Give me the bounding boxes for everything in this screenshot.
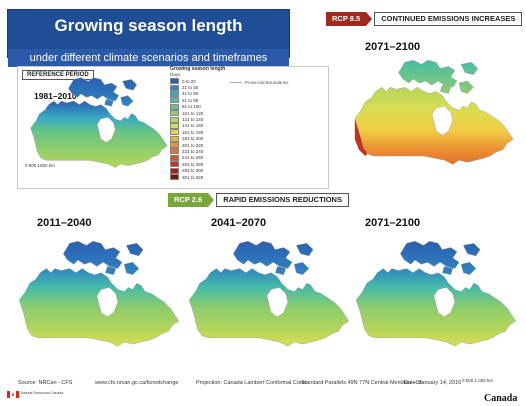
reference-period-title: 1981–2010	[34, 91, 77, 101]
legend-class-label: 301 to 320	[182, 174, 204, 180]
legend-swatch	[170, 174, 179, 181]
parallels-text: Standard Parallels 49N 77N Central Merid…	[301, 380, 423, 386]
legend-class-label: 0 to 20	[182, 78, 196, 84]
rcp85-period-title: 2071–2100	[365, 41, 421, 53]
legend-swatch	[170, 110, 179, 117]
legend-swatch	[170, 122, 179, 129]
legend-row: 161 to 180	[170, 129, 236, 136]
legend-class-label: 61 to 80	[182, 97, 199, 103]
rcp85-tag: RCP 8.5	[326, 12, 373, 26]
legend-classes: 0 to 20 21 to 40 41 to 60 61 to 80 81 to 100…	[170, 78, 236, 181]
main-scale-bar: 0 500 1,000 km	[462, 378, 494, 383]
legend-unit: Days	[170, 72, 181, 77]
rcp26-period-3-title: 2071–2100	[365, 217, 421, 229]
legend-swatch	[170, 154, 179, 161]
source-url: www.cfs.nrcan.gc.ca/forestchange	[95, 380, 179, 386]
legend-row: 41 to 60	[170, 90, 236, 97]
legend-row: 301 to 320	[170, 174, 236, 181]
legend-swatch	[170, 103, 179, 110]
legend-class-label: 81 to 100	[182, 104, 201, 110]
government-signature: Natural Resources Canada	[21, 391, 64, 395]
rcp26-tag: RCP 2.6	[168, 193, 215, 207]
legend-row: 21 to 40	[170, 84, 236, 91]
legend-row: 101 to 120	[170, 110, 236, 117]
legend-row: 61 to 80	[170, 97, 236, 104]
reference-period-tag: REFERENCE PERIOD	[22, 70, 94, 80]
rcp85-banner: RCP 8.5 CONTINUED EMISSIONS INCREASES	[326, 12, 523, 26]
legend-swatch	[170, 90, 179, 97]
legend-swatch	[170, 84, 179, 91]
legend-swatch	[170, 161, 179, 168]
legend-swatch	[170, 142, 179, 149]
projection-text: Projection: Canada Lambert Conformal Con…	[196, 380, 307, 386]
boundary-line-swatch	[230, 82, 242, 83]
legend-class-label: 201 to 220	[182, 142, 204, 148]
legend-class-label: 261 to 280	[182, 161, 204, 167]
legend-class-label: 241 to 260	[182, 155, 204, 161]
title-banner: Growing season length under different cl…	[7, 9, 290, 67]
legend-class-label: 161 to 180	[182, 129, 204, 135]
rcp26-banner: RCP 2.6 RAPID EMISSIONS REDUCTIONS	[168, 193, 349, 207]
legend-row: 241 to 260	[170, 154, 236, 161]
boundary-legend-label: Provincial Boundaries	[245, 80, 289, 85]
legend-swatch	[170, 135, 179, 142]
source-text: Source: NRCan - CFS	[18, 380, 73, 386]
legend-title: Growing season length	[170, 66, 226, 72]
canada-wordmark: Canada	[484, 393, 518, 404]
legend-class-label: 221 to 240	[182, 148, 204, 154]
map-legend: Growing season length Days 0 to 20 21 to …	[170, 66, 236, 181]
legend-row: 0 to 20	[170, 78, 236, 85]
legend-class-label: 101 to 120	[182, 110, 204, 116]
legend-class-label: 141 to 160	[182, 123, 204, 129]
legend-row: 121 to 140	[170, 116, 236, 123]
legend-swatch	[170, 148, 179, 155]
legend-row: 141 to 160	[170, 122, 236, 129]
legend-row: 221 to 240	[170, 148, 236, 155]
provincial-boundaries-legend: Provincial Boundaries	[230, 80, 289, 85]
legend-row: 261 to 280	[170, 161, 236, 168]
rcp85-label: CONTINUED EMISSIONS INCREASES	[374, 12, 523, 26]
legend-class-label: 41 to 60	[182, 91, 199, 97]
legend-swatch	[170, 116, 179, 123]
legend-class-label: 281 to 300	[182, 168, 204, 174]
legend-class-label: 21 to 40	[182, 85, 199, 91]
legend-row: 81 to 100	[170, 103, 236, 110]
legend-row: 181 to 200	[170, 135, 236, 142]
reference-scale-bar: 0 500 1000 km	[25, 163, 55, 168]
map-rcp85-2071-2100	[354, 59, 514, 165]
legend-swatch	[170, 78, 179, 85]
map-rcp26-2011-2040	[18, 240, 180, 347]
map-title: Growing season length	[54, 16, 243, 35]
rcp26-label: RAPID EMISSIONS REDUCTIONS	[216, 193, 349, 207]
map-rcp26-2041-2070	[188, 240, 350, 347]
legend-swatch	[170, 97, 179, 104]
date-text: Date: January 14, 2016	[404, 380, 462, 386]
legend-row: 281 to 300	[170, 167, 236, 174]
rcp26-period-2-title: 2041–2070	[211, 217, 267, 229]
legend-row: 201 to 220	[170, 142, 236, 149]
rcp26-period-1-title: 2011–2040	[37, 217, 92, 229]
legend-swatch	[170, 167, 179, 174]
map-rcp26-2071-2100	[355, 240, 517, 347]
map-subtitle: under different climate scenarios and ti…	[8, 49, 289, 67]
legend-class-label: 181 to 200	[182, 136, 204, 142]
canada-flag-icon	[7, 391, 19, 398]
legend-class-label: 121 to 140	[182, 117, 204, 123]
legend-swatch	[170, 129, 179, 136]
